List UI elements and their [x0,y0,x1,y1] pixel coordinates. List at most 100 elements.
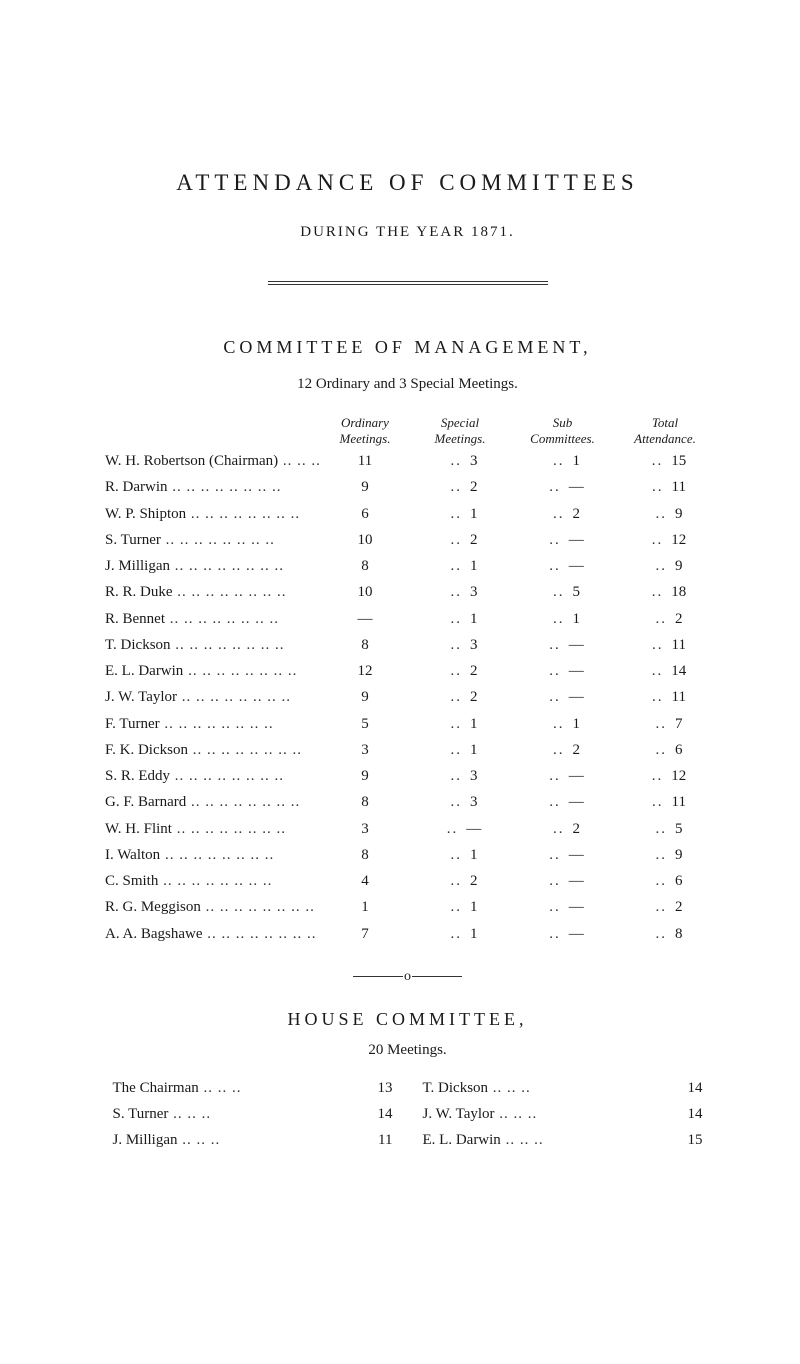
value: 1 [361,894,369,920]
value: 1 [470,501,478,527]
leader-dots: .. [545,816,573,842]
member-name: G. F. Barnard [105,794,186,810]
leader-dots: .. .. .. .. .. .. .. .. [173,584,287,600]
value-cell: ..1 [510,448,615,474]
leader-dots: .. [541,921,569,947]
leader-dots: .. [644,789,672,815]
value: 3 [470,763,478,789]
value-cell: 1 [320,894,410,920]
table-row: S. Turner .. .. ..14 [113,1101,393,1127]
value: 2 [573,737,581,763]
leader-dots: .. [541,842,569,868]
leader-dots: .. .. .. .. .. .. .. .. [168,479,282,495]
member-name: E. L. Darwin .. .. .. [423,1127,688,1153]
value-cell: ..2 [510,501,615,527]
member-name: J. W. Taylor [105,689,177,705]
value-cell: ..1 [410,842,510,868]
value-cell: ..11 [615,474,715,500]
table-row: T. Dickson .. .. .. .. .. .. .. ..8..3..… [105,632,715,658]
name-cell: G. F. Barnard .. .. .. .. .. .. .. .. [105,789,320,815]
section1-title: COMMITTEE OF MANAGEMENT, [105,337,710,358]
value: 1 [470,842,478,868]
name-cell: F. K. Dickson .. .. .. .. .. .. .. .. [105,737,320,763]
leader-dots: .. .. .. .. .. .. .. .. [172,821,286,837]
member-name: S. Turner [105,532,161,548]
leader-dots: .. [648,737,676,763]
table-row: C. Smith .. .. .. .. .. .. .. ..4..2..—.… [105,868,715,894]
member-name: R. G. Meggison [105,899,201,915]
value: 1 [470,921,478,947]
member-name: E. L. Darwin [105,663,183,679]
value-cell: ..9 [615,501,715,527]
value: 14 [688,1101,703,1127]
value-cell: ..— [510,868,615,894]
value-cell: ..5 [615,816,715,842]
name-cell: J. W. Taylor .. .. .. .. .. .. .. .. [105,684,320,710]
header-ordinary: OrdinaryMeetings. [320,415,410,446]
leader-dots: .. [648,894,676,920]
leader-dots: .. [644,448,672,474]
value-cell: ..1 [410,501,510,527]
leader-dots: .. [545,501,573,527]
leader-dots: .. [443,894,471,920]
value: 2 [573,816,581,842]
leader-dots: .. .. .. .. .. .. .. .. [158,873,272,889]
leader-dots: .. [443,527,471,553]
value-cell: ..2 [410,868,510,894]
value-cell: ..6 [615,737,715,763]
leader-dots: .. [443,842,471,868]
value: 3 [361,737,369,763]
leader-dots: .. [541,684,569,710]
leader-dots: .. [541,894,569,920]
value-cell: ..3 [410,448,510,474]
leader-dots: .. [648,921,676,947]
member-name: R. Bennet [105,611,165,627]
value-cell: ..— [410,816,510,842]
member-name: R. Darwin [105,479,168,495]
leader-dots: .. [545,579,573,605]
leader-dots: .. .. .. .. .. .. .. .. [161,532,275,548]
value-cell: 7 [320,921,410,947]
table-row: A. A. Bagshawe .. .. .. .. .. .. .. .. 7.… [105,921,715,947]
value: 7 [361,921,369,947]
leader-dots: .. [541,789,569,815]
value-cell: ..— [510,894,615,920]
value: 11 [672,789,686,815]
leader-dots: .. .. .. [501,1132,544,1148]
value: 2 [470,658,478,684]
table-row: I. Walton .. .. .. .. .. .. .. ..8..1..—… [105,842,715,868]
value-cell: ..5 [510,579,615,605]
page: ATTENDANCE OF COMMITTEES DURING THE YEAR… [0,0,800,1234]
leader-dots: .. [644,527,672,553]
leader-dots: .. [644,474,672,500]
value-cell: ..2 [410,658,510,684]
value: — [569,842,584,868]
value-cell: 9 [320,763,410,789]
value: 2 [573,501,581,527]
member-name: W. P. Shipton [105,506,186,522]
value: — [569,684,584,710]
leader-dots: .. .. .. .. .. .. .. .. [160,716,274,732]
table-row: E. L. Darwin .. .. ..15 [423,1127,703,1153]
name-cell: A. A. Bagshawe .. .. .. .. .. .. .. .. [105,921,320,947]
value-cell: ..9 [615,553,715,579]
value-cell: — [320,606,410,632]
subtitle: DURING THE YEAR 1871. [105,224,710,241]
value-cell: ..3 [410,763,510,789]
table-row: R. R. Duke .. .. .. .. .. .. .. ..10..3.… [105,579,715,605]
value: 5 [675,816,683,842]
value: 1 [573,606,581,632]
leader-dots: .. [648,553,676,579]
member-name: T. Dickson [105,637,171,653]
value-cell: ..1 [410,921,510,947]
leader-dots: .. [443,632,471,658]
value: 9 [675,842,683,868]
value-cell: ..2 [510,816,615,842]
name-cell: F. Turner .. .. .. .. .. .. .. .. [105,711,320,737]
leader-dots: .. [644,658,672,684]
leader-dots: .. .. .. .. .. .. .. .. [278,453,320,469]
leader-dots: .. [648,842,676,868]
value-cell: ..2 [510,737,615,763]
leader-dots: .. .. .. .. .. .. .. .. [171,637,285,653]
value: — [569,921,584,947]
